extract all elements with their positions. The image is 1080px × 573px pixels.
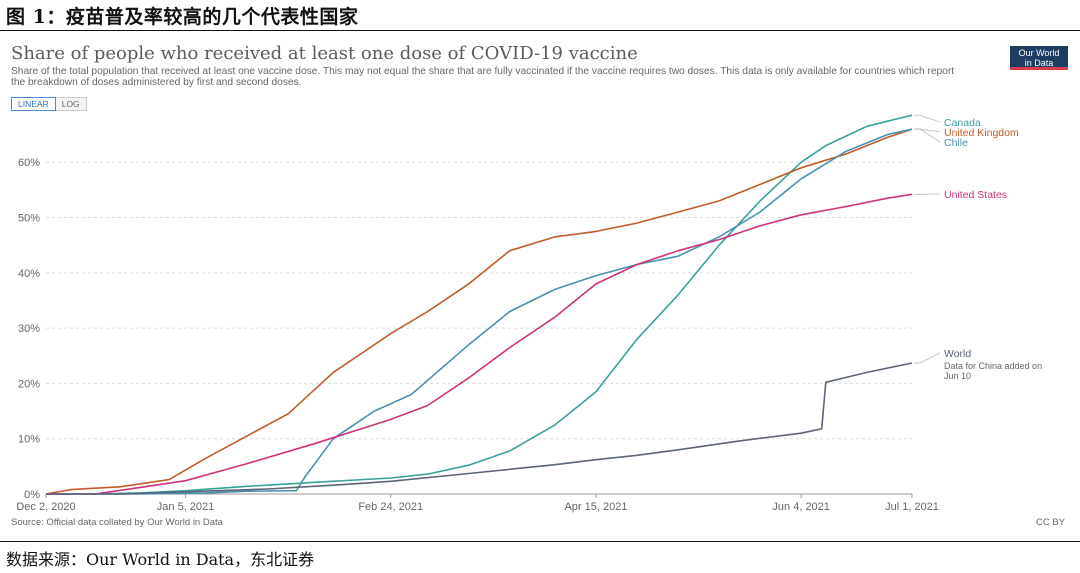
- world-note-line-2: Jun 10: [944, 371, 971, 381]
- bottom-rule: [0, 541, 1080, 542]
- owid-logo[interactable]: Our World in Data: [1010, 46, 1068, 70]
- license-label[interactable]: CC BY: [1036, 517, 1066, 528]
- figure-title: 图 1：疫苗普及率较高的几个代表性国家: [6, 6, 359, 28]
- series-line-united-states[interactable]: [46, 193, 913, 495]
- y-tick-label: 40%: [18, 268, 40, 280]
- series-label-world[interactable]: World: [944, 348, 971, 360]
- series-line-canada[interactable]: [46, 114, 913, 495]
- leader-line: [914, 114, 941, 123]
- series-label-canada[interactable]: Canada: [944, 117, 981, 129]
- figure-source: 数据来源：Our World in Data，东北证券: [6, 550, 315, 569]
- leader-line: [914, 128, 941, 133]
- series-line-united-kingdom[interactable]: [45, 128, 913, 495]
- linear-scale-button[interactable]: LINEAR: [11, 97, 56, 111]
- logo-line-2: in Data: [1024, 58, 1054, 68]
- grid-layer: [45, 161, 913, 498]
- y-tick-label: 0%: [24, 489, 40, 501]
- leader-line: [914, 128, 941, 143]
- top-rule: [0, 30, 1080, 31]
- x-tick-label: Feb 24, 2021: [358, 501, 423, 513]
- series-layer: [45, 114, 913, 495]
- x-tick-label: Jun 4, 2021: [772, 501, 830, 513]
- y-tick-label: 10%: [18, 434, 40, 446]
- world-note-line-1: Data for China added on: [944, 361, 1042, 371]
- logo-line-1: Our World: [1018, 48, 1060, 58]
- x-tick-label: Apr 15, 2021: [564, 501, 627, 513]
- series-label-united-kingdom[interactable]: United Kingdom: [944, 127, 1019, 139]
- log-scale-button[interactable]: LOG: [55, 97, 87, 111]
- y-tick-label: 50%: [18, 213, 40, 225]
- series-line-chile[interactable]: [46, 128, 913, 495]
- scale-toggle: LINEAR LOG: [11, 97, 87, 111]
- chart-subtitle: Share of the total population that recei…: [11, 66, 955, 88]
- series-line-world[interactable]: [46, 362, 913, 495]
- label-layer: 0% 10% 20% 30% 40% 50% 60% Dec 2, 2020 Jan 5, 20…: [16, 114, 1042, 513]
- series-label-chile[interactable]: Chile: [944, 137, 968, 149]
- x-tick-label: Dec 2, 2020: [16, 501, 75, 513]
- chart-title: Share of people who received at least on…: [11, 43, 638, 64]
- x-tick-label: Jul 1, 2021: [885, 501, 939, 513]
- leader-line: [914, 352, 941, 364]
- y-tick-label: 20%: [18, 378, 40, 390]
- y-tick-label: 60%: [18, 157, 40, 169]
- series-label-united-states[interactable]: United States: [944, 189, 1007, 201]
- x-tick-label: Jan 5, 2021: [157, 501, 215, 513]
- y-tick-label: 30%: [18, 323, 40, 335]
- chart-source: Source: Official data collated by Our Wo…: [11, 517, 223, 528]
